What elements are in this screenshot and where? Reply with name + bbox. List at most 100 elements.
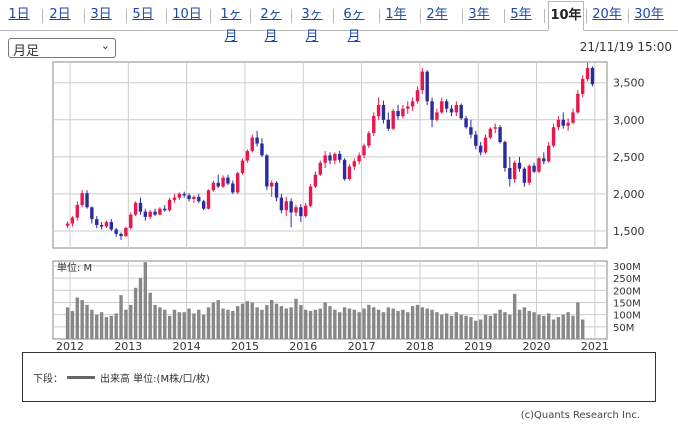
candle-body [328, 155, 332, 161]
candle-body [571, 112, 575, 123]
candle-body [245, 150, 250, 161]
tab-separator [126, 9, 127, 23]
candle-body [255, 137, 259, 144]
candle-body [109, 222, 114, 230]
volume-bar [430, 309, 434, 339]
candle-body [206, 190, 211, 209]
candle-body [163, 208, 167, 211]
candle-body [532, 165, 536, 172]
tab-9[interactable]: 1年 [385, 7, 407, 22]
candle-body [294, 207, 298, 213]
price-tick-label: 3,500 [613, 77, 645, 90]
candle-body [187, 195, 191, 200]
tab-1[interactable]: 2日 [49, 7, 71, 22]
candle-body [221, 177, 225, 187]
candle-body [420, 71, 425, 91]
legend-text: 出来高 単位:(M株/口/枚) [100, 374, 210, 385]
candle-body [138, 202, 143, 212]
candle-body [201, 201, 206, 209]
candle-body [148, 211, 152, 217]
volume-bar [362, 308, 366, 339]
volume-bar [581, 319, 585, 339]
tab-0[interactable]: 1日 [8, 7, 30, 22]
volume-bar [80, 300, 84, 339]
x-tick-label: 2021 [581, 340, 609, 353]
volume-bar [109, 315, 114, 339]
candle-body [542, 158, 546, 162]
volume-bar [454, 312, 459, 339]
candle-body [435, 112, 439, 120]
volume-bar [410, 306, 415, 339]
volume-bar [532, 312, 536, 339]
volume-bar [304, 309, 308, 339]
volume-bar [143, 262, 148, 339]
volume-bar [313, 309, 318, 339]
volume-bar [401, 309, 405, 339]
volume-bar [197, 309, 201, 339]
volume-bar [440, 314, 444, 339]
x-tick-label: 2016 [289, 340, 317, 353]
period-select[interactable]: 月足 ⌄ [8, 38, 116, 59]
volume-bar [376, 309, 381, 339]
tab-5[interactable]: 1ヶ月 [220, 7, 242, 44]
volume-bar [269, 300, 274, 339]
volume-bar [508, 314, 512, 339]
tab-separator [586, 9, 587, 23]
volume-bar [240, 303, 245, 339]
candle-body [410, 101, 415, 107]
tab-4[interactable]: 10日 [172, 7, 202, 22]
volume-bar [284, 308, 288, 339]
candle-body [512, 162, 517, 180]
volume-bar [289, 307, 293, 339]
x-tick-label: 2012 [56, 340, 84, 353]
candle-body [430, 101, 434, 120]
tab-12[interactable]: 5年 [510, 7, 532, 22]
volume-bar [469, 317, 473, 339]
tab-13[interactable]: 10年 [548, 1, 584, 31]
volume-bar [459, 314, 463, 339]
volume-bar [148, 292, 152, 339]
volume-bar [415, 304, 420, 339]
tab-10[interactable]: 2年 [426, 7, 448, 22]
tab-11[interactable]: 3年 [468, 7, 490, 22]
candle-body [104, 222, 109, 227]
volume-bar [250, 302, 254, 339]
volume-bar [406, 312, 410, 339]
candle-body [464, 118, 468, 128]
volume-bar [357, 312, 361, 339]
candle-body [386, 119, 391, 129]
tab-15[interactable]: 30年 [634, 7, 664, 22]
volume-unit-label: 単位: M [57, 261, 92, 274]
volume-bar [231, 310, 235, 339]
candle-body [381, 104, 386, 120]
candle-body [85, 193, 89, 208]
tab-7[interactable]: 3ヶ月 [301, 7, 323, 44]
volume-bar [381, 312, 386, 339]
tab-8[interactable]: 6ヶ月 [343, 7, 365, 44]
volume-bar [182, 312, 186, 339]
volume-bar [347, 308, 352, 339]
volume-bar [542, 315, 546, 339]
tab-14[interactable]: 20年 [592, 7, 622, 22]
candle-body [143, 211, 148, 217]
tab-2[interactable]: 3日 [90, 7, 112, 22]
volume-bar [90, 309, 94, 339]
volume-bar [372, 307, 376, 339]
candle-body [406, 106, 410, 109]
volume-tick-label: 50M [613, 323, 634, 334]
volume-bar [70, 310, 75, 339]
tab-6[interactable]: 2ヶ月 [260, 7, 282, 44]
candle-body [75, 205, 79, 218]
candle-body [65, 223, 70, 226]
volume-bar [352, 309, 356, 339]
candle-body [260, 143, 264, 156]
volume-bar [265, 304, 269, 339]
volume-bar [99, 312, 104, 339]
volume-bar [274, 303, 279, 339]
volume-bar [386, 307, 391, 339]
price-tick-label: 3,000 [613, 114, 645, 127]
candle-body [70, 217, 75, 224]
volume-bar [245, 301, 250, 339]
tab-3[interactable]: 5日 [132, 7, 154, 22]
volume-bar [114, 313, 118, 339]
